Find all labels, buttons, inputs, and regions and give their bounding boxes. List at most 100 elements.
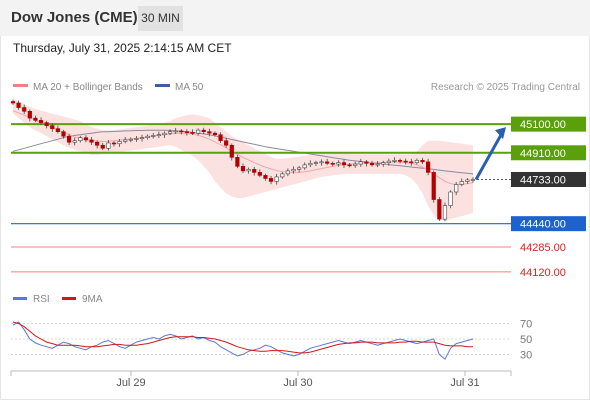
candle-body bbox=[257, 172, 262, 176]
datetime-label: Thursday, July 31, 2025 2:14:15 AM CET bbox=[13, 41, 232, 55]
candle-body bbox=[330, 163, 335, 165]
candle-body bbox=[167, 131, 173, 134]
rsi-legend-swatch bbox=[13, 297, 27, 300]
level-labels: 45100.00 44910.00 44733.00 44440.00 44285.00… bbox=[511, 116, 586, 279]
rsi-ma-legend-label: 9MA bbox=[82, 294, 103, 305]
candle-body bbox=[274, 176, 279, 182]
rsi-ma-legend-swatch bbox=[62, 297, 76, 300]
level-label-box-pivot bbox=[511, 216, 586, 232]
candle-body bbox=[95, 141, 100, 146]
rsi-panel: 70 50 30 bbox=[11, 319, 532, 361]
candle-body bbox=[246, 169, 251, 172]
candle-body bbox=[139, 137, 145, 140]
candle-body bbox=[369, 163, 375, 166]
forecast-arrow-shaft bbox=[474, 132, 504, 181]
candle-body bbox=[151, 135, 156, 137]
candle-body bbox=[196, 129, 201, 134]
candle-body bbox=[207, 131, 212, 134]
candle-body bbox=[392, 160, 397, 162]
x-tick-label: Jul 29 bbox=[116, 377, 145, 389]
candle-body bbox=[291, 169, 296, 172]
ma20-legend-label: MA 20 + Bollinger Bands bbox=[33, 82, 143, 93]
x-tick-label: Jul 31 bbox=[450, 377, 479, 389]
candle-body bbox=[302, 164, 307, 169]
candle-body bbox=[403, 160, 408, 163]
main-legend: MA 20 + Bollinger Bands MA 50 Research ©… bbox=[13, 82, 580, 93]
candle-body bbox=[100, 144, 105, 149]
header-bar bbox=[0, 0, 590, 36]
forecast-arrow-head bbox=[495, 127, 506, 140]
level-label-resistance: 45100.00 bbox=[520, 119, 566, 131]
x-tick-label: Jul 30 bbox=[283, 377, 312, 389]
candle-body bbox=[179, 130, 184, 133]
candle-body bbox=[128, 138, 133, 141]
bollinger-bands bbox=[13, 98, 473, 221]
candle-body bbox=[285, 170, 290, 175]
candle-body bbox=[212, 132, 218, 135]
rsi-legend-label: RSI bbox=[33, 294, 50, 305]
candle-body bbox=[156, 134, 161, 136]
candle-body bbox=[44, 122, 49, 126]
level-label-support: 44120.00 bbox=[520, 267, 566, 279]
candle-body bbox=[386, 160, 391, 163]
rsi-legend: RSI 9MA bbox=[13, 294, 103, 305]
candle-body bbox=[341, 162, 347, 166]
level-label-support: 44285.00 bbox=[520, 242, 566, 254]
candle-body bbox=[263, 175, 268, 179]
candle-body bbox=[420, 160, 425, 163]
candle-body bbox=[123, 139, 128, 142]
level-label-box-resistance bbox=[511, 145, 586, 161]
candle-body bbox=[78, 137, 83, 142]
candle-body bbox=[33, 117, 38, 121]
candle-body bbox=[448, 191, 453, 206]
price-levels bbox=[11, 123, 511, 273]
candle-body bbox=[397, 160, 403, 162]
bollinger-band-area bbox=[13, 98, 473, 221]
candle-body bbox=[190, 132, 195, 134]
rsi-ma-line bbox=[12, 321, 473, 354]
candle-body bbox=[173, 130, 178, 133]
candle-body bbox=[229, 144, 234, 158]
candle-body bbox=[72, 140, 77, 143]
candle-body bbox=[61, 131, 66, 137]
candle-body bbox=[145, 135, 150, 139]
candle-body bbox=[296, 167, 302, 170]
candle-body bbox=[470, 179, 476, 181]
rsi-line bbox=[12, 321, 474, 360]
interval-button[interactable]: 30 MIN bbox=[138, 6, 183, 31]
candle-body bbox=[268, 178, 274, 182]
candle-body bbox=[375, 163, 380, 166]
candlesticks bbox=[10, 99, 476, 222]
candle-body bbox=[426, 161, 431, 173]
rsi-tick-label: 70 bbox=[520, 319, 532, 331]
candle-body bbox=[224, 140, 229, 146]
candle-body bbox=[442, 205, 448, 220]
time-axis: Jul 29 Jul 30 Jul 31 bbox=[10, 370, 512, 389]
candle-body bbox=[414, 160, 420, 163]
candle-body bbox=[280, 173, 285, 178]
candle-body bbox=[431, 172, 436, 200]
ma50-legend-label: MA 50 bbox=[175, 82, 204, 93]
candle-body bbox=[459, 181, 464, 185]
candle-body bbox=[358, 161, 363, 165]
candle-body bbox=[313, 162, 319, 164]
candle-body bbox=[308, 163, 313, 166]
candle-body bbox=[111, 142, 117, 145]
level-label-box-current bbox=[511, 171, 586, 187]
candle-body bbox=[50, 125, 55, 129]
candle-body bbox=[89, 139, 94, 143]
candle-body bbox=[83, 137, 89, 141]
level-label-box-resistance bbox=[511, 116, 586, 132]
candle-body bbox=[55, 128, 60, 132]
candle-body bbox=[437, 199, 442, 220]
candle-body bbox=[381, 162, 386, 165]
candle-body bbox=[184, 131, 190, 133]
candle-body bbox=[66, 135, 72, 143]
credit-text: Research © 2025 Trading Central bbox=[431, 82, 580, 93]
level-label-pivot: 44440.00 bbox=[520, 219, 566, 231]
candle-body bbox=[10, 101, 16, 104]
candle-body bbox=[22, 107, 27, 112]
ma50-line bbox=[12, 129, 474, 175]
candle-body bbox=[16, 102, 21, 108]
